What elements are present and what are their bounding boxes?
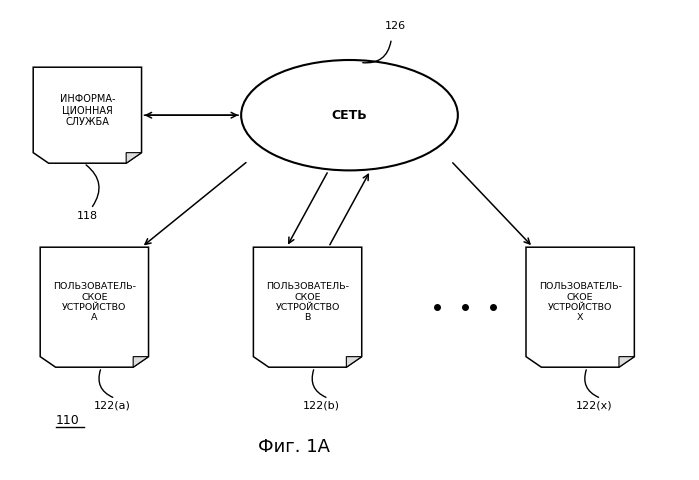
PathPatch shape (41, 247, 149, 367)
PathPatch shape (127, 153, 141, 163)
Text: Фиг. 1A: Фиг. 1A (257, 438, 330, 456)
Text: 118: 118 (77, 211, 98, 221)
Ellipse shape (241, 60, 458, 170)
Text: ПОЛЬЗОВАТЕЛЬ-
СКОЕ
УСТРОЙСТВО
В: ПОЛЬЗОВАТЕЛЬ- СКОЕ УСТРОЙСТВО В (266, 282, 349, 323)
PathPatch shape (133, 357, 149, 367)
Text: 122(b): 122(b) (303, 401, 340, 411)
Text: СЕТЬ: СЕТЬ (331, 108, 368, 122)
PathPatch shape (526, 247, 635, 367)
PathPatch shape (34, 67, 141, 163)
PathPatch shape (346, 357, 362, 367)
Text: 110: 110 (56, 414, 80, 427)
Text: 122(a): 122(a) (94, 401, 130, 411)
Text: ПОЛЬЗОВАТЕЛЬ-
СКОЕ
УСТРОЙСТВО
Х: ПОЛЬЗОВАТЕЛЬ- СКОЕ УСТРОЙСТВО Х (539, 282, 621, 323)
Text: ПОЛЬЗОВАТЕЛЬ-
СКОЕ
УСТРОЙСТВО
А: ПОЛЬЗОВАТЕЛЬ- СКОЕ УСТРОЙСТВО А (53, 282, 136, 323)
PathPatch shape (619, 357, 635, 367)
PathPatch shape (253, 247, 362, 367)
Text: ИНФОРМА-
ЦИОННАЯ
СЛУЖБА: ИНФОРМА- ЦИОННАЯ СЛУЖБА (59, 94, 115, 127)
Text: 126: 126 (384, 21, 405, 31)
Text: 122(x): 122(x) (576, 401, 612, 411)
